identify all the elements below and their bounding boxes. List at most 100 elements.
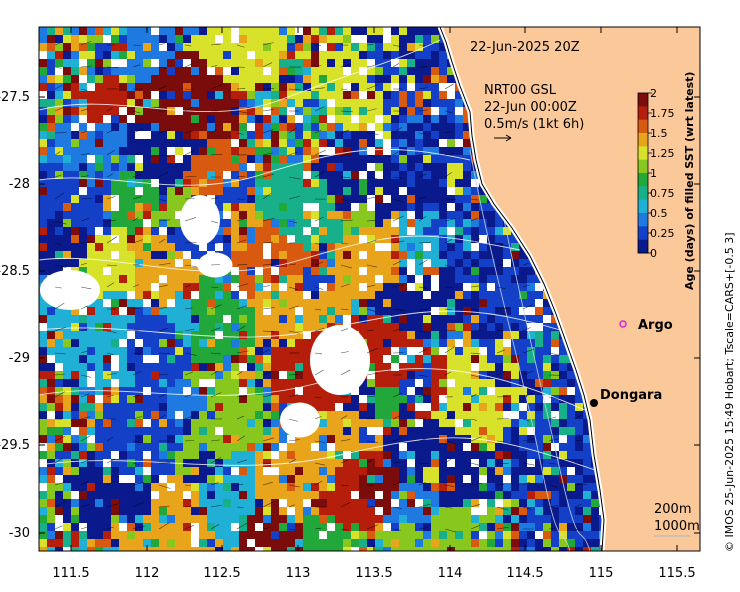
sst-pixel: [39, 75, 48, 84]
sst-pixel: [183, 267, 192, 276]
sst-pixel: [447, 507, 456, 516]
sst-pixel: [367, 323, 376, 332]
sst-pixel: [383, 107, 392, 116]
sst-pixel: [207, 315, 216, 324]
sst-pixel: [63, 467, 72, 476]
sst-pixel: [415, 395, 424, 404]
sst-pixel: [447, 267, 456, 276]
sst-pixel: [95, 547, 104, 551]
sst-pixel: [199, 419, 208, 428]
sst-pixel: [111, 547, 120, 551]
current-vector: [288, 330, 300, 334]
sst-pixel: [343, 131, 352, 140]
sst-pixel: [439, 67, 448, 76]
sst-pixel: [47, 235, 56, 244]
current-vector: [236, 506, 244, 508]
sst-pixel: [495, 539, 504, 548]
sst-pixel: [207, 443, 216, 452]
sst-pixel: [159, 515, 168, 524]
sst-pixel: [439, 531, 448, 540]
sst-pixel: [327, 27, 336, 36]
sst-pixel: [327, 147, 336, 156]
sst-pixel: [575, 483, 584, 492]
sst-pixel: [183, 419, 192, 428]
y-tick-label: -29: [9, 351, 30, 366]
sst-pixel: [455, 347, 464, 356]
sst-pixel: [223, 211, 232, 220]
sst-pixel: [191, 467, 200, 476]
sst-pixel: [535, 507, 544, 516]
sst-pixel: [319, 291, 328, 300]
sst-pixel: [255, 547, 264, 551]
sst-pixel: [215, 451, 224, 460]
sst-pixel: [199, 491, 208, 500]
sst-pixel: [247, 435, 256, 444]
sst-pixel: [319, 83, 328, 92]
sst-pixel: [215, 115, 224, 124]
sst-pixel: [479, 403, 488, 412]
sst-pixel: [351, 483, 360, 492]
sst-pixel: [55, 347, 64, 356]
sst-pixel: [431, 395, 440, 404]
sst-pixel: [47, 427, 56, 436]
sst-pixel: [287, 67, 296, 76]
sst-pixel: [95, 91, 104, 100]
sst-pixel: [391, 267, 400, 276]
sst-pixel: [423, 459, 432, 468]
current-vector: [158, 284, 168, 288]
sst-pixel: [135, 395, 144, 404]
sst-pixel: [543, 531, 552, 540]
sst-pixel: [351, 459, 360, 468]
sst-pixel: [255, 443, 264, 452]
sst-pixel: [567, 371, 576, 380]
sst-pixel: [111, 155, 120, 164]
current-vector: [236, 218, 244, 222]
sst-pixel: [239, 67, 248, 76]
sst-pixel: [71, 147, 80, 156]
sst-pixel: [175, 411, 184, 420]
sst-pixel: [455, 219, 464, 228]
sst-pixel: [247, 35, 256, 44]
sst-pixel: [335, 99, 344, 108]
sst-pixel: [191, 155, 200, 164]
current-vector: [392, 392, 403, 398]
sst-pixel: [255, 195, 264, 204]
sst-pixel: [327, 115, 336, 124]
sst-pixel: [191, 451, 200, 460]
sst-pixel: [447, 443, 456, 452]
sst-pixel: [303, 123, 312, 132]
sst-pixel: [287, 395, 296, 404]
sst-pixel: [407, 347, 416, 356]
sst-pixel: [191, 147, 200, 156]
current-vector: [236, 175, 245, 178]
sst-pixel: [175, 139, 184, 148]
sst-pixel: [63, 227, 72, 236]
sst-pixel: [335, 395, 344, 404]
sst-pixel: [87, 107, 96, 116]
sst-pixel: [55, 35, 64, 44]
current-vector: [132, 308, 141, 310]
sst-pixel: [271, 203, 280, 212]
sst-pixel: [119, 59, 128, 68]
sst-pixel: [455, 443, 464, 452]
sst-pixel: [47, 259, 56, 268]
sst-pixel: [295, 499, 304, 508]
sst-pixel: [375, 379, 384, 388]
sst-pixel: [247, 179, 256, 188]
sst-pixel: [479, 491, 488, 500]
sst-pixel: [55, 379, 64, 388]
sst-pixel: [127, 267, 136, 276]
current-vector: [106, 352, 114, 355]
sst-pixel: [495, 259, 504, 268]
sst-pixel: [375, 491, 384, 500]
sst-pixel: [183, 147, 192, 156]
sst-pixel: [303, 267, 312, 276]
current-vector: [340, 308, 349, 311]
current-vector: [548, 462, 556, 465]
current-vector: [470, 238, 480, 244]
sst-pixel: [151, 403, 160, 412]
sst-pixel: [247, 283, 256, 292]
sst-pixel: [391, 467, 400, 476]
sst-pixel: [559, 467, 568, 476]
sst-pixel: [231, 259, 240, 268]
